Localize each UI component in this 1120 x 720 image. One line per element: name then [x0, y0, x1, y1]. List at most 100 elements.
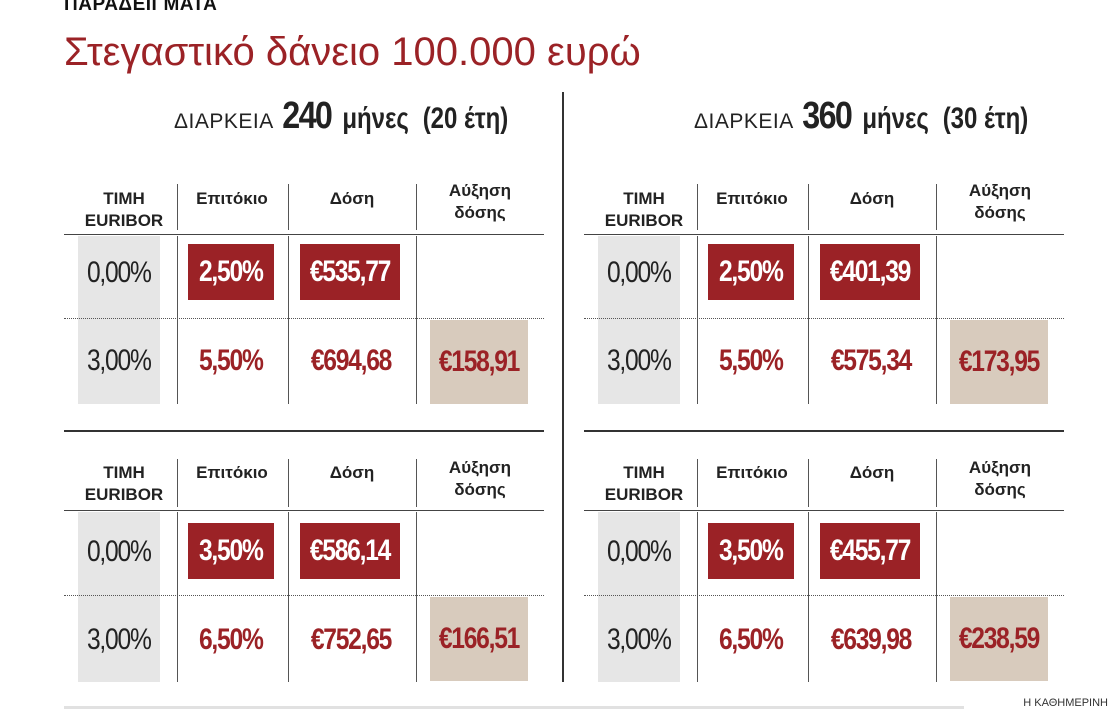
panel-divider [562, 92, 564, 682]
rate-table: ΤΙΜΗ EURIBOR Επιτόκιο Δόση Αύξηση δόσης … [64, 180, 544, 405]
table-header: ΤΙΜΗ EURIBOR Επιτόκιο Δόση Αύξηση δόσης [64, 457, 544, 509]
column-separator [416, 184, 417, 230]
installment-value: €752,65 [310, 623, 393, 656]
row-divider [64, 318, 544, 319]
rate-value: 2,50% [708, 244, 794, 300]
header-euribor: ΤΙΜΗ EURIBOR [594, 188, 694, 240]
duration-label: ΔΙΑΡΚΕΙΑ [694, 110, 794, 133]
footer-rule [64, 706, 964, 709]
header-euribor-line2: EURIBOR [604, 485, 684, 504]
euribor-value: 3,00% [607, 623, 672, 656]
euribor-column-bg [78, 512, 160, 682]
header-increase-line1: Αύξηση [448, 181, 512, 200]
rate-value: 3,50% [708, 523, 794, 579]
increase-value: €166,51 [430, 597, 528, 681]
header-rate: Επιτόκιο [716, 463, 788, 482]
column-separator [697, 512, 698, 682]
duration-unit: μήνες [862, 102, 929, 135]
installment-value: €455,77 [820, 523, 920, 579]
duration-months: 360 [802, 95, 853, 137]
column-separator [288, 459, 289, 507]
column-separator [697, 184, 698, 230]
euribor-column-bg [598, 512, 680, 682]
header-euribor-line2: EURIBOR [84, 485, 164, 504]
column-separator [808, 512, 809, 682]
duration-years: (30 έτη) [942, 102, 1028, 135]
column-separator [936, 236, 937, 404]
installment-value: €535,77 [300, 244, 400, 300]
increase-value: €173,95 [950, 320, 1048, 404]
installment-value: €575,34 [830, 344, 913, 377]
table-header: ΤΙΜΗ EURIBOR Επιτόκιο Δόση Αύξηση δόσης [64, 180, 544, 232]
euribor-value: 3,00% [87, 623, 152, 656]
header-rule [64, 234, 544, 235]
header-euribor-line2: EURIBOR [604, 211, 684, 230]
header-rule [64, 510, 544, 511]
column-separator [177, 512, 178, 682]
rate-table: ΤΙΜΗ EURIBOR Επιτόκιο Δόση Αύξηση δόσης … [64, 457, 544, 682]
rate-value: 6,50% [199, 623, 264, 656]
header-increase: Αύξηση δόσης [938, 180, 1062, 232]
source-credit: Η ΚΑΘΗΜΕΡΙΝΗ [1023, 697, 1108, 709]
installment-value: €586,14 [300, 523, 400, 579]
column-separator [936, 184, 937, 230]
duration-unit: μήνες [342, 102, 409, 135]
duration-years: (20 έτη) [422, 102, 508, 135]
duration-heading: ΔΙΑΡΚΕΙΑ 360 μήνες (30 έτη) [694, 95, 1039, 138]
header-rule [584, 234, 1064, 235]
duration-months: 240 [282, 95, 333, 137]
rate-table: ΤΙΜΗ EURIBOR Επιτόκιο Δόση Αύξηση δόσης … [584, 180, 1064, 405]
table-header: ΤΙΜΗ EURIBOR Επιτόκιο Δόση Αύξηση δόσης [584, 457, 1064, 509]
column-separator [808, 236, 809, 404]
column-separator [936, 512, 937, 682]
header-euribor-line2: EURIBOR [84, 211, 164, 230]
section-rule [64, 430, 544, 432]
header-installment: Δόση [849, 463, 895, 482]
header-installment: Δόση [849, 189, 895, 208]
euribor-column-bg [78, 236, 160, 404]
header-installment: Δόση [329, 463, 375, 482]
headline: Στεγαστικό δάνειο 100.000 ευρώ [64, 30, 641, 74]
column-separator [697, 236, 698, 404]
header-euribor: ΤΙΜΗ EURIBOR [74, 188, 174, 240]
header-increase-line2: δόσης [974, 203, 1026, 222]
header-increase: Αύξηση δόσης [938, 457, 1062, 509]
header-rate: Επιτόκιο [196, 189, 268, 208]
installment-value: €401,39 [820, 244, 920, 300]
column-separator [288, 512, 289, 682]
column-separator [288, 184, 289, 230]
euribor-value: 3,00% [87, 344, 152, 377]
rate-table: ΤΙΜΗ EURIBOR Επιτόκιο Δόση Αύξηση δόσης … [584, 457, 1064, 682]
rate-value: 3,50% [188, 523, 274, 579]
euribor-value: 0,00% [607, 535, 672, 568]
rate-value: 2,50% [188, 244, 274, 300]
header-rate: Επιτόκιο [716, 189, 788, 208]
duration-heading: ΔΙΑΡΚΕΙΑ 240 μήνες (20 έτη) [174, 95, 519, 138]
euribor-value: 0,00% [87, 256, 152, 289]
rate-value: 5,50% [719, 344, 784, 377]
rate-value: 5,50% [199, 344, 264, 377]
column-separator [177, 459, 178, 507]
row-divider [584, 595, 1064, 596]
header-increase-line1: Αύξηση [448, 458, 512, 477]
header-rule [584, 510, 1064, 511]
row-divider [64, 595, 544, 596]
header-increase: Αύξηση δόσης [418, 180, 542, 232]
euribor-column-bg [598, 236, 680, 404]
header-increase-line2: δόσης [974, 480, 1026, 499]
header-euribor-line1: ΤΙΜΗ [623, 463, 665, 482]
column-separator [177, 236, 178, 404]
column-separator [936, 459, 937, 507]
header-euribor-line1: ΤΙΜΗ [103, 189, 145, 208]
column-separator [416, 512, 417, 682]
euribor-value: 0,00% [87, 535, 152, 568]
header-euribor-line1: ΤΙΜΗ [623, 189, 665, 208]
euribor-value: 0,00% [607, 256, 672, 289]
table-header: ΤΙΜΗ EURIBOR Επιτόκιο Δόση Αύξηση δόσης [584, 180, 1064, 232]
header-rate: Επιτόκιο [196, 463, 268, 482]
header-increase-line2: δόσης [454, 480, 506, 499]
increase-value: €158,91 [430, 320, 528, 404]
increase-value: €238,59 [950, 597, 1048, 681]
header-euribor: ΤΙΜΗ EURIBOR [74, 462, 174, 514]
column-separator [288, 236, 289, 404]
